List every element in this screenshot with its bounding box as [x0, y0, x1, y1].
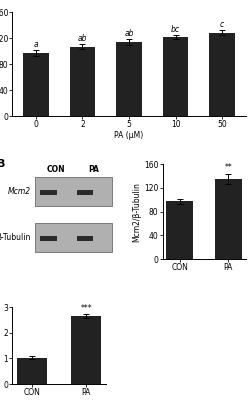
Text: c: c — [220, 20, 224, 29]
Text: ab: ab — [78, 34, 87, 43]
Text: β-Tubulin: β-Tubulin — [0, 233, 31, 242]
Bar — [166, 202, 193, 259]
Bar — [77, 236, 93, 241]
Text: a: a — [33, 40, 38, 50]
Text: CON: CON — [47, 165, 65, 174]
Text: ***: *** — [81, 304, 92, 313]
Bar — [77, 190, 93, 195]
Text: ab: ab — [124, 29, 134, 38]
Bar — [163, 37, 188, 116]
Bar — [209, 33, 235, 116]
Bar — [23, 53, 49, 116]
Bar — [17, 358, 47, 384]
Bar — [70, 46, 95, 116]
Bar — [35, 177, 112, 206]
Bar — [35, 223, 112, 252]
Bar — [116, 42, 142, 116]
Bar — [71, 316, 101, 384]
Text: **: ** — [224, 163, 232, 172]
Bar — [215, 179, 242, 259]
X-axis label: PA (μM): PA (μM) — [114, 131, 144, 140]
Text: B: B — [0, 159, 5, 169]
Bar — [40, 190, 57, 195]
Text: Mcm2: Mcm2 — [8, 187, 31, 196]
Bar — [40, 236, 57, 241]
Text: PA: PA — [88, 165, 99, 174]
Text: bc: bc — [171, 26, 180, 34]
Y-axis label: Mcm2/β-Tubulin: Mcm2/β-Tubulin — [132, 182, 141, 242]
